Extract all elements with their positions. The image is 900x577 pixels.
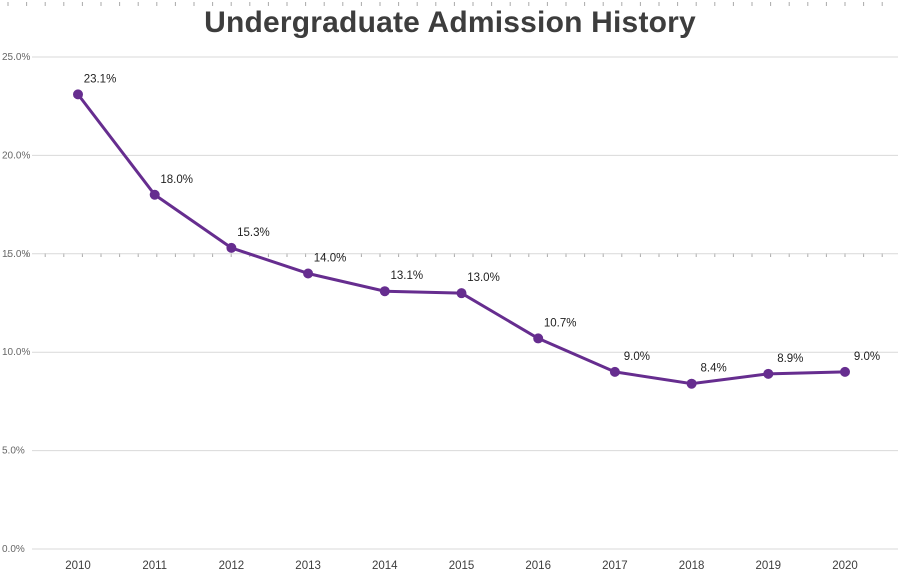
data-point-label: 10.7%: [544, 317, 577, 329]
y-axis-tick-label: 5.0%: [2, 446, 25, 457]
y-axis-tick-label: 20.0%: [2, 150, 30, 161]
data-point: [226, 242, 237, 253]
data-point-label: 13.0%: [467, 272, 500, 284]
data-point: [533, 333, 544, 344]
data-point: [840, 366, 850, 377]
x-axis-tick-label: 2013: [295, 560, 321, 572]
data-point-label: 9.0%: [624, 351, 650, 363]
data-point-label: 15.3%: [237, 227, 270, 239]
x-axis-tick-label: 2020: [832, 560, 858, 572]
data-point-label: 9.0%: [854, 351, 880, 363]
series-line: [76, 92, 847, 386]
x-axis-tick-label: 2015: [449, 560, 475, 572]
x-axis-tick-label: 2010: [65, 560, 91, 572]
data-point: [149, 189, 160, 200]
x-axis-tick-label: 2012: [219, 560, 245, 572]
data-point-label: 14.0%: [314, 252, 347, 264]
data-point-label: 8.4%: [700, 363, 726, 375]
data-point: [609, 366, 620, 377]
data-point-label: 8.9%: [777, 353, 803, 365]
data-point-label: 23.1%: [84, 73, 117, 85]
x-axis-tick-label: 2014: [372, 560, 398, 572]
x-axis-tick-label: 2017: [602, 560, 628, 572]
data-point: [763, 368, 774, 379]
data-point: [686, 378, 697, 389]
y-axis-tick-label: 15.0%: [2, 249, 30, 260]
x-axis-tick-label: 2011: [142, 560, 167, 572]
data-point-label: 13.1%: [390, 270, 423, 282]
chart-title: Undergraduate Admission History: [204, 6, 696, 39]
data-point: [73, 89, 83, 100]
y-axis-tick-label: 10.0%: [2, 347, 30, 358]
y-axis-tick-label: 0.0%: [2, 544, 25, 555]
data-point: [379, 286, 390, 297]
data-point: [456, 288, 467, 299]
x-axis-tick-label: 2019: [756, 560, 782, 572]
data-point-label: 18.0%: [160, 174, 193, 186]
y-axis-tick-label: 25.0%: [2, 52, 30, 63]
x-axis-tick-label: 2018: [679, 560, 705, 572]
data-point: [303, 268, 314, 279]
x-axis-tick-label: 2016: [525, 560, 551, 572]
